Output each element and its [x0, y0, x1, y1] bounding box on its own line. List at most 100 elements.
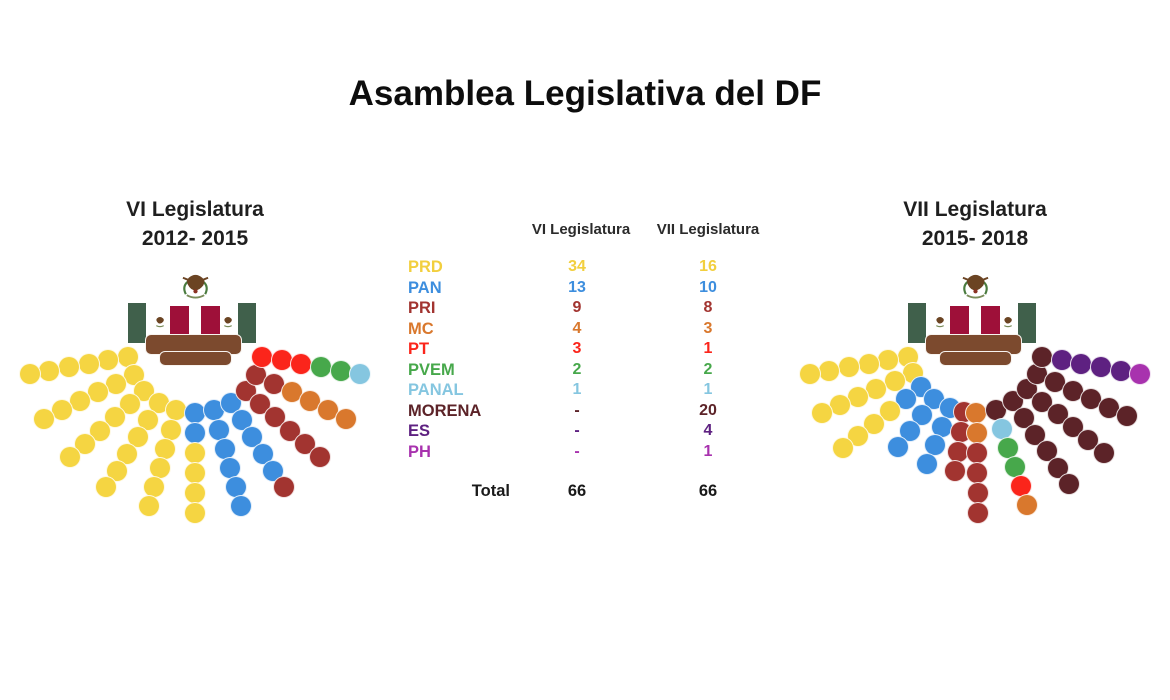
seat-pan: [911, 404, 934, 427]
page-title: Asamblea Legislativa del DF: [348, 74, 822, 113]
vii-title-line2: 2015- 2018: [921, 227, 1029, 250]
seat-prd: [105, 459, 128, 482]
seat-mc: [334, 407, 357, 430]
seat-prd: [137, 495, 160, 518]
seat-panal: [349, 363, 372, 386]
seat-morena: [1013, 406, 1036, 429]
total-vii-value: 66: [698, 482, 718, 500]
seat-prd: [50, 398, 73, 421]
seat-pri: [308, 446, 331, 469]
vi-seat-count: -: [574, 401, 580, 419]
vii-seat-count: 1: [703, 340, 713, 357]
vii-seat-count: 4: [703, 422, 713, 439]
coat-of-arms-icon: [182, 274, 209, 299]
table-row: PT 3 1: [0, 340, 1170, 361]
table-row: PAN 13 10: [0, 279, 1170, 300]
seat-morena: [1092, 441, 1115, 464]
seat-prd: [118, 392, 141, 415]
vii-seat-count: 10: [699, 278, 717, 296]
seat-prd: [137, 408, 160, 431]
vi-title-line1: VI Legislatura: [126, 198, 264, 221]
vii-seat-count: 8: [703, 299, 713, 316]
seat-pan: [916, 452, 939, 475]
seat-pri: [273, 476, 296, 499]
podium-desk-front: [159, 351, 232, 366]
total-label: Total: [471, 482, 510, 500]
table-row: PH - 1: [0, 443, 1170, 464]
small-eagle-icon: [223, 316, 233, 328]
seat-prd: [116, 442, 139, 465]
vii-seat-count: 2: [703, 360, 713, 378]
seat-prd: [88, 419, 111, 442]
coat-of-arms-icon: [962, 274, 989, 299]
vi-seat-count: -: [574, 422, 580, 439]
seat-prd: [863, 412, 886, 435]
vii-seat-count: 20: [699, 401, 717, 419]
table-row: PVEM 2 2: [0, 361, 1170, 382]
podium-green-panel: [238, 303, 256, 343]
seat-morena: [1035, 440, 1058, 463]
podium-green-panel: [128, 303, 146, 343]
seat-prd: [94, 476, 117, 499]
table-header-vii: VII Legislatura: [656, 221, 760, 238]
vi-title-line2: 2012- 2015: [141, 227, 249, 250]
party-label: MORENA: [408, 401, 482, 420]
seat-prd: [126, 425, 149, 448]
seat-pri: [966, 501, 989, 524]
table-row: PANAL 1 1: [0, 381, 1170, 402]
vii-seat-count: 3: [703, 319, 713, 337]
table-row: ES - 4: [0, 422, 1170, 443]
seat-pri: [943, 460, 966, 483]
vi-seat-count: 9: [572, 299, 582, 316]
seat-pri: [966, 481, 989, 504]
party-label: PRI: [408, 299, 436, 317]
vi-seat-count: 4: [572, 319, 582, 337]
seat-pan: [241, 425, 264, 448]
party-label: MC: [408, 319, 434, 338]
seat-prd: [810, 402, 833, 425]
seat-prd: [831, 437, 854, 460]
table-row: PRI 9 8: [0, 299, 1170, 320]
seat-prd: [184, 502, 206, 524]
seat-prd: [847, 425, 870, 448]
vi-seat-count: 3: [572, 340, 582, 357]
seat-prd: [103, 406, 126, 429]
vii-seat-count: 16: [699, 258, 717, 275]
small-eagle-icon: [155, 316, 165, 328]
party-label: PT: [408, 340, 430, 358]
podium-green-panel: [908, 303, 926, 343]
vi-legislatura-title: VI Legislatura 2012- 2015: [45, 195, 345, 253]
small-eagle-icon: [935, 316, 945, 328]
vii-seat-count: 1: [703, 381, 713, 398]
seat-pan: [894, 388, 917, 411]
seat-mc: [1015, 493, 1038, 516]
party-label: PANAL: [408, 381, 464, 399]
seat-pan: [899, 420, 921, 443]
small-eagle-icon: [1003, 316, 1013, 328]
vi-seat-count: 13: [568, 278, 586, 296]
seat-pan: [230, 408, 253, 431]
seat-prd: [74, 433, 96, 456]
seat-morena: [1077, 429, 1100, 452]
vi-seat-count: -: [574, 442, 580, 460]
seat-ph: [1129, 363, 1152, 386]
party-label: PRD: [408, 258, 443, 276]
seat-pan: [230, 495, 253, 518]
seat-morena: [1116, 404, 1139, 427]
vi-seat-count: 2: [572, 360, 582, 378]
total-vi-value: 66: [567, 482, 587, 500]
party-label: ES: [408, 422, 431, 440]
seat-prd: [59, 446, 82, 469]
seat-prd: [18, 363, 41, 386]
seat-prd: [798, 363, 821, 386]
table-row: PRD 34 16: [0, 258, 1170, 279]
party-label: PH: [408, 442, 431, 461]
seat-morena: [1024, 423, 1047, 446]
table-header-vi: VI Legislatura: [531, 221, 631, 238]
party-label: PAN: [408, 278, 442, 297]
seat-prd: [184, 482, 206, 504]
table-row: MORENA - 20: [0, 402, 1170, 423]
seat-pri: [966, 461, 989, 484]
vi-seat-count: 1: [572, 381, 582, 398]
seat-prd: [878, 400, 901, 423]
